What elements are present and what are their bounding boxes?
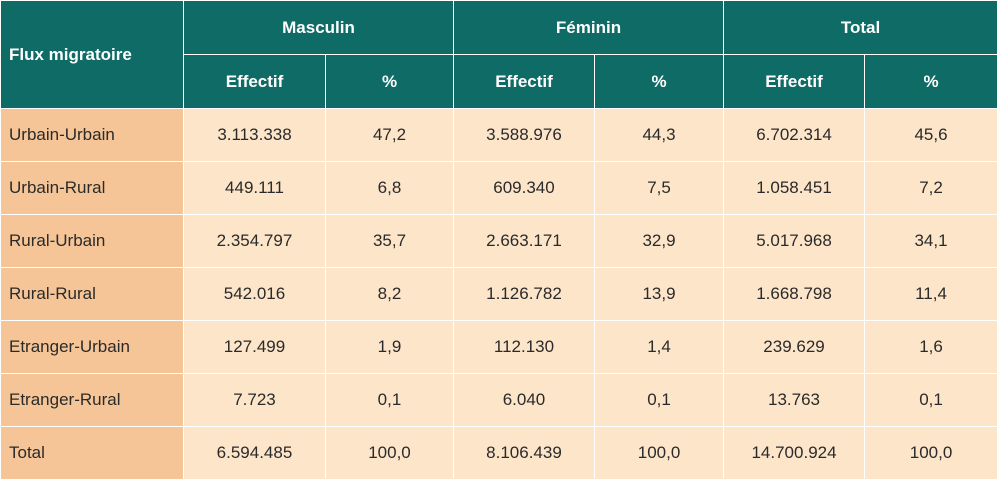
column-header: Effectif <box>453 54 595 109</box>
data-cell: 6.594.485 <box>183 426 326 480</box>
data-cell: 13,9 <box>593 267 725 321</box>
column-header: % <box>864 54 997 109</box>
data-cell: 449.111 <box>183 161 326 215</box>
data-cell: 239.629 <box>723 320 866 374</box>
data-cell: 35,7 <box>325 214 454 268</box>
data-cell: 6.040 <box>453 373 595 427</box>
data-cell: 7,5 <box>593 161 725 215</box>
data-cell: 5.017.968 <box>723 214 866 268</box>
data-cell: 6.702.314 <box>723 108 866 162</box>
data-cell: 6,8 <box>325 161 454 215</box>
row-label: Etranger-Rural <box>0 373 184 427</box>
data-cell: 2.354.797 <box>183 214 326 268</box>
data-cell: 1.126.782 <box>453 267 595 321</box>
data-cell: 7.723 <box>183 373 326 427</box>
data-row: Rural-Urbain 2.354.797 35,7 2.663.171 32,9 5.… <box>0 214 997 268</box>
data-cell: 1,4 <box>593 320 725 374</box>
data-cell: 0,1 <box>864 373 997 427</box>
data-cell: 8.106.439 <box>453 426 595 480</box>
column-header: Effectif <box>183 54 326 109</box>
data-cell: 1.058.451 <box>723 161 866 215</box>
data-cell: 45,6 <box>864 108 997 162</box>
row-label: Etranger-Urbain <box>0 320 184 374</box>
data-cell: 44,3 <box>593 108 725 162</box>
row-label: Rural-Urbain <box>0 214 184 268</box>
data-row: Rural-Rural 542.016 8,2 1.126.782 13,9 1.668.… <box>0 267 997 321</box>
data-cell: 7,2 <box>864 161 997 215</box>
data-cell: 2.663.171 <box>453 214 595 268</box>
data-cell: 542.016 <box>183 267 326 321</box>
data-cell: 1.668.798 <box>723 267 866 321</box>
data-cell: 13.763 <box>723 373 866 427</box>
data-cell: 127.499 <box>183 320 326 374</box>
data-row: Urbain-Urbain 3.113.338 47,2 3.588.976 44,3 6… <box>0 108 997 162</box>
data-cell: 0,1 <box>593 373 725 427</box>
data-cell: 47,2 <box>325 108 454 162</box>
row-label: Total <box>0 426 184 480</box>
data-cell: 1,9 <box>325 320 454 374</box>
data-cell: 0,1 <box>325 373 454 427</box>
row-header: Flux migratoire <box>0 0 184 109</box>
data-cell: 1,6 <box>864 320 997 374</box>
data-cell: 3.113.338 <box>183 108 326 162</box>
data-cell: 34,1 <box>864 214 997 268</box>
group-header: Masculin <box>183 0 454 55</box>
data-cell: 100,0 <box>864 426 997 480</box>
header-row: Flux migratoire Masculin Féminin Total <box>0 0 997 109</box>
row-label: Urbain-Urbain <box>0 108 184 162</box>
group-header: Féminin <box>452 0 725 55</box>
data-row: Etranger-Urbain 127.499 1,9 112.130 1,4 239.6… <box>0 320 997 374</box>
data-cell: 100,0 <box>325 426 454 480</box>
data-cell: 11,4 <box>864 267 997 321</box>
row-label: Urbain-Rural <box>0 161 184 215</box>
data-cell: 112.130 <box>453 320 595 374</box>
data-row: Urbain-Rural 449.111 6,8 609.340 7,5 1.058.45… <box>0 161 997 215</box>
data-cell: 14.700.924 <box>723 426 866 480</box>
data-cell: 32,9 <box>593 214 725 268</box>
data-cell: 609.340 <box>453 161 595 215</box>
data-row: Etranger-Rural 7.723 0,1 6.040 0,1 13.763 0,1 <box>0 373 997 427</box>
column-header: Effectif <box>723 54 866 109</box>
data-row: Total 6.594.485 100,0 8.106.439 100,0 14.700.… <box>0 426 997 480</box>
row-label: Rural-Rural <box>0 267 184 321</box>
column-header: % <box>325 54 454 109</box>
data-cell: 3.588.976 <box>453 108 595 162</box>
data-cell: 8,2 <box>325 267 454 321</box>
column-header: % <box>593 54 725 109</box>
subheader-row: Effectif% Effectif% Effectif% <box>1 54 997 109</box>
group-header: Total <box>723 0 997 55</box>
data-cell: 100,0 <box>593 426 725 480</box>
